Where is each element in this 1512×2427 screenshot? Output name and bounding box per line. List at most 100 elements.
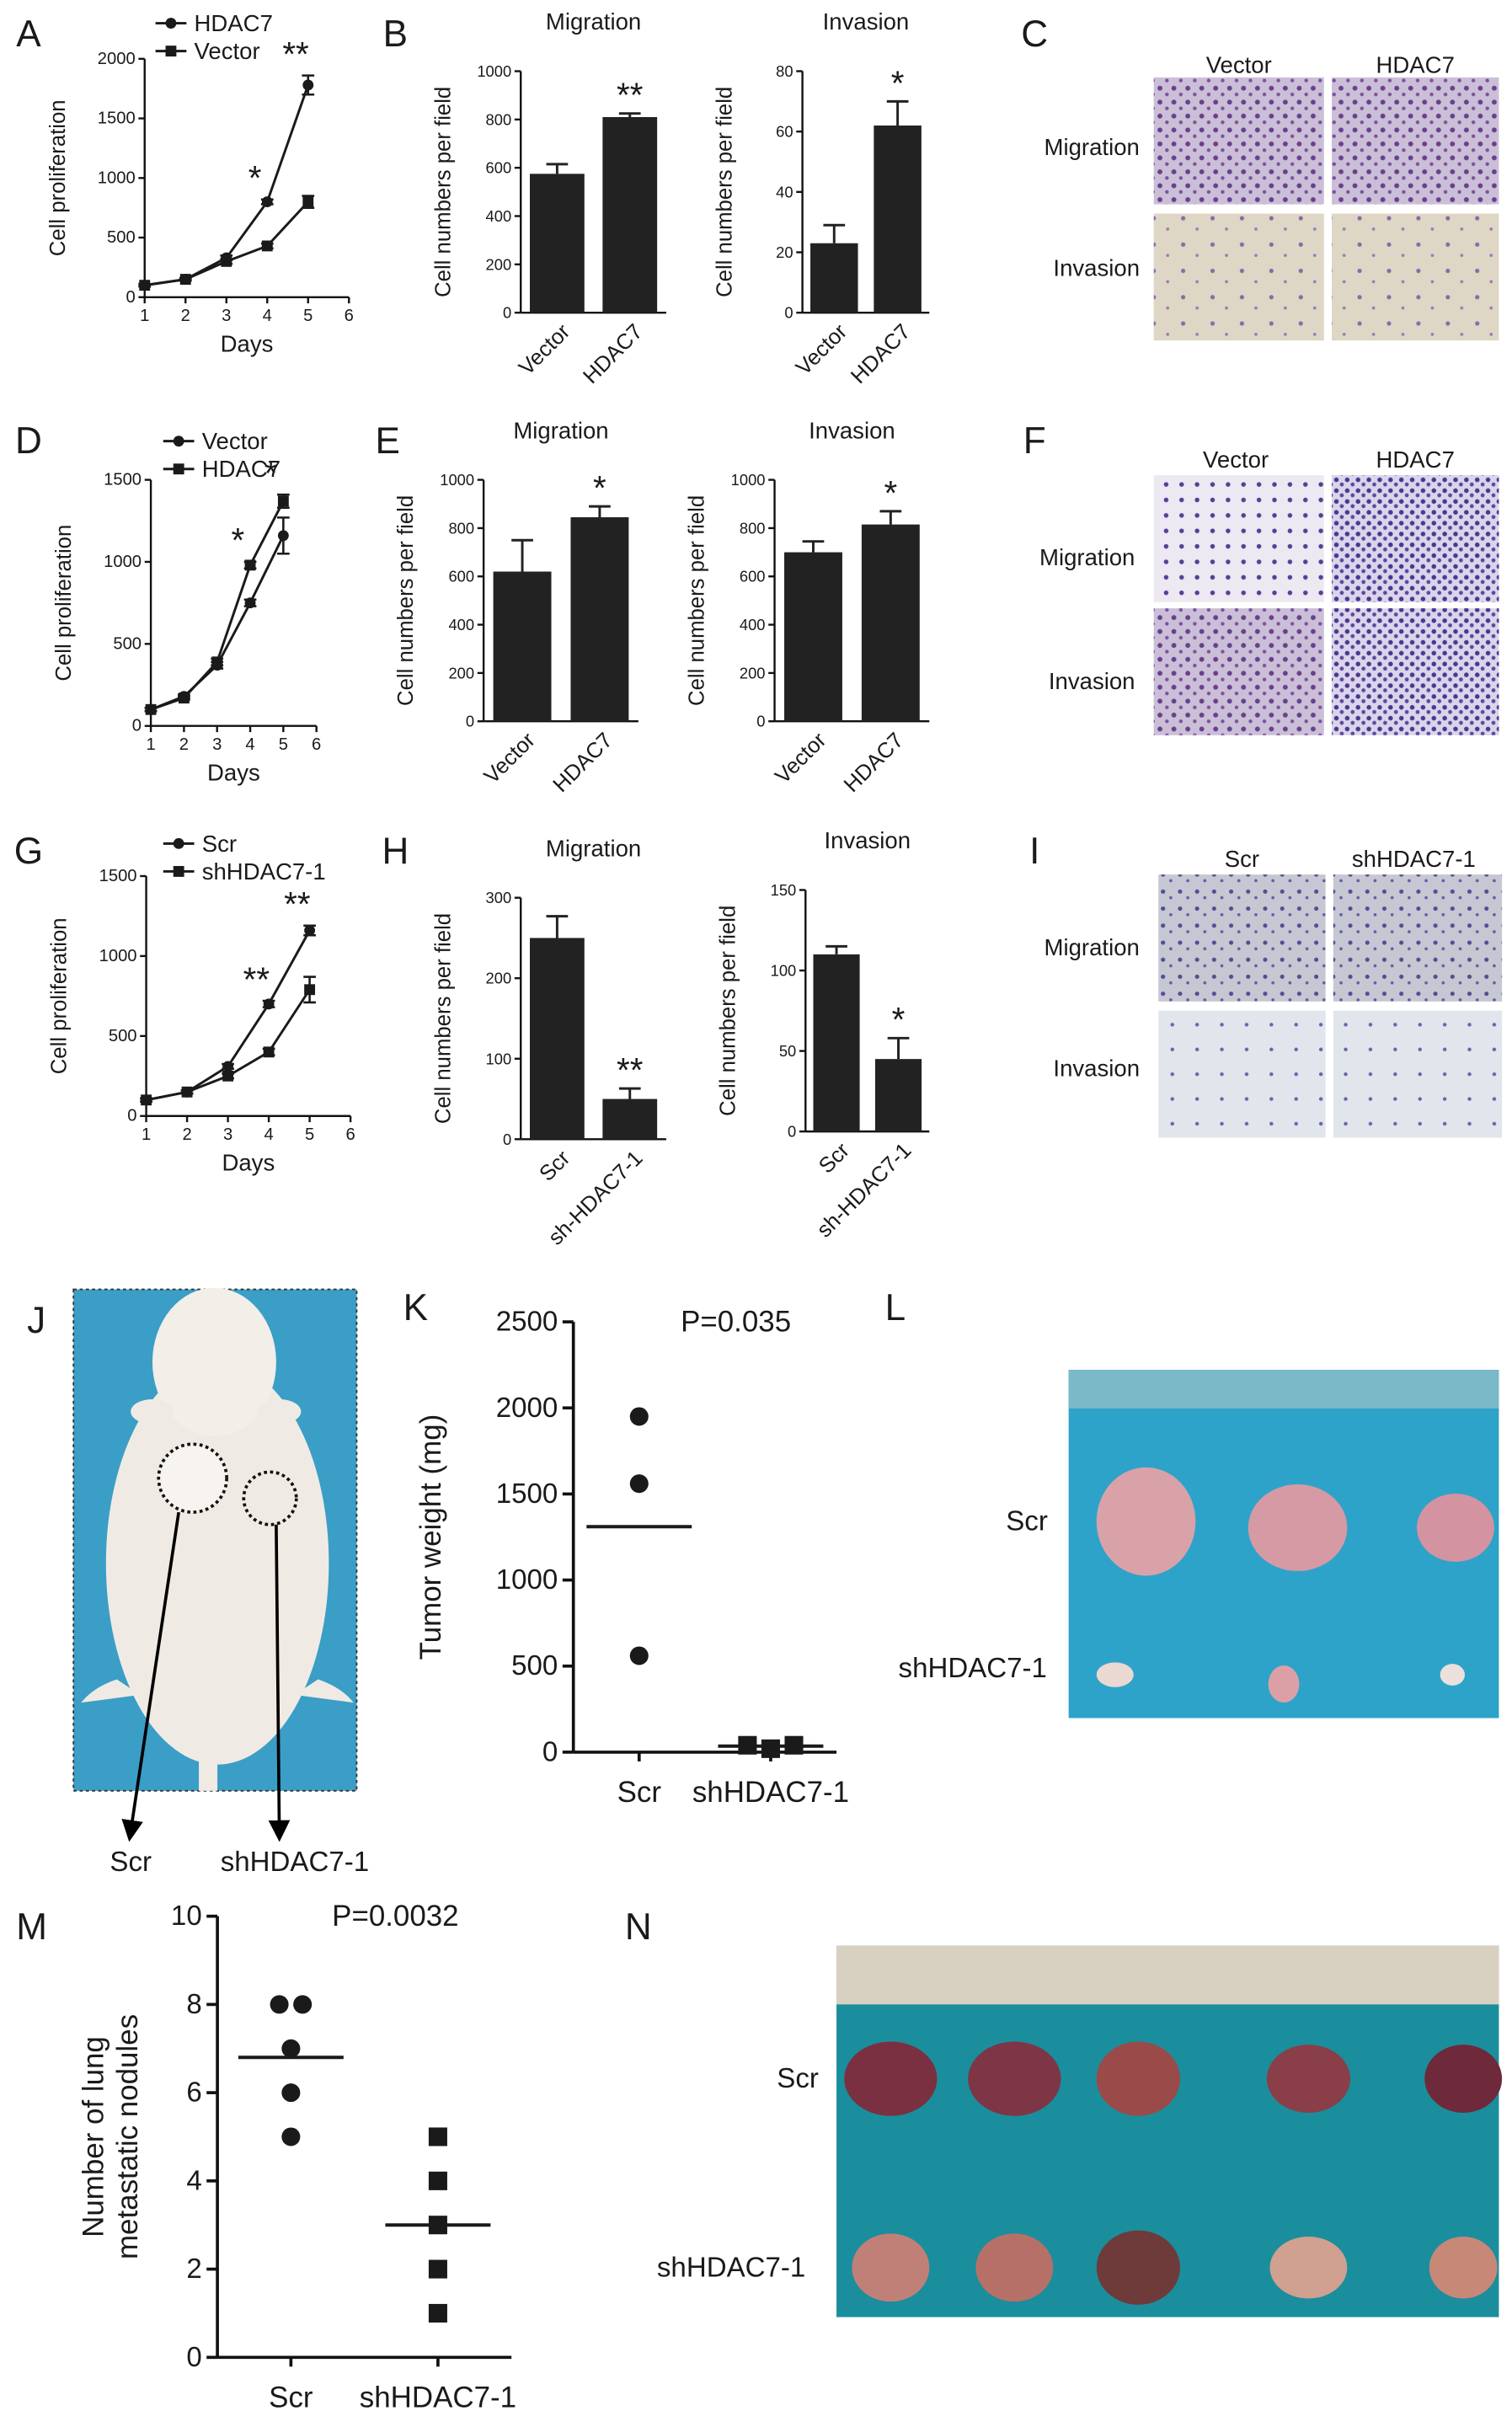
- photo-row-label: Migration: [1045, 934, 1140, 960]
- y-tick-label: 200: [486, 255, 512, 273]
- x-tick-label: 6: [345, 1125, 355, 1144]
- photo-row-label: Invasion: [1053, 1055, 1140, 1081]
- series-line: [150, 500, 285, 711]
- y-tick-label: 0: [503, 1131, 511, 1148]
- y-tick-label: 500: [113, 634, 142, 653]
- bar: [874, 1059, 922, 1132]
- y-tick-label: 0: [503, 304, 511, 322]
- y-tick-label: 0: [186, 2342, 201, 2373]
- y-axis-label: Cell numbers per field: [431, 87, 455, 297]
- annotation: **: [617, 76, 644, 115]
- x-tick-label: 6: [312, 735, 321, 754]
- marker: [281, 2083, 301, 2103]
- chart-title: Invasion: [824, 827, 911, 853]
- annotation: *: [884, 473, 897, 512]
- marker: [629, 1407, 649, 1426]
- x-tick-label: 2: [181, 307, 190, 325]
- legend-marker: [173, 463, 184, 475]
- y-tick-label: 800: [486, 110, 512, 128]
- lung-photo: [836, 1945, 1503, 2317]
- bar: [602, 116, 658, 313]
- y-tick-label: 2000: [98, 50, 136, 68]
- y-tick-label: 40: [776, 183, 793, 200]
- annotation: **: [282, 35, 309, 73]
- bar: [874, 126, 922, 313]
- y-tick-label: 300: [486, 889, 512, 906]
- photo-column-label: Vector: [1206, 52, 1272, 78]
- y-tick-label: 2: [186, 2253, 201, 2285]
- marker: [178, 692, 190, 704]
- annotation: *: [892, 1000, 906, 1039]
- y-tick-label: 1000: [99, 947, 137, 965]
- y-axis-label: Cell numbers per field: [431, 913, 455, 1124]
- marker: [428, 2303, 447, 2323]
- panel-label: L: [885, 1287, 906, 1328]
- y-tick-label: 0: [132, 717, 142, 735]
- photo-column-label: HDAC7: [1376, 52, 1455, 78]
- x-axis-label: Days: [222, 1149, 275, 1175]
- photo-label: shHDAC7-1: [221, 1847, 369, 1878]
- y-tick-label: 800: [448, 519, 474, 537]
- error-bar: [511, 538, 533, 572]
- y-axis-label: Cell proliferation: [52, 525, 76, 682]
- x-tick-label: Vector: [792, 319, 852, 380]
- photo: [1333, 874, 1503, 1002]
- y-tick-label: 0: [542, 1736, 558, 1767]
- y-tick-label: 1000: [104, 553, 142, 571]
- photo-row-label: Invasion: [1049, 668, 1135, 694]
- x-tick-label: shHDAC7-1: [692, 1776, 849, 1809]
- marker: [281, 2039, 301, 2058]
- x-tick-label: 4: [263, 307, 272, 325]
- marker: [277, 530, 289, 542]
- photo: [1153, 77, 1324, 205]
- y-tick-label: 1000: [731, 471, 766, 489]
- y-tick-label: 400: [448, 616, 474, 633]
- y-tick-label: 500: [511, 1650, 558, 1681]
- y-axis-label: Cell proliferation: [48, 917, 72, 1074]
- y-tick-label: 100: [771, 962, 797, 980]
- y-tick-label: 800: [740, 519, 766, 537]
- marker: [244, 559, 256, 571]
- legend-label: Vector: [202, 428, 268, 454]
- photo-row-label: shHDAC7-1: [657, 2252, 805, 2283]
- photo-label: Scr: [110, 1847, 152, 1878]
- panel-label: B: [383, 13, 408, 55]
- panel-label: M: [16, 1906, 47, 1948]
- x-tick-label: 1: [142, 1125, 151, 1144]
- error-bar: [618, 1087, 641, 1099]
- marker: [222, 1070, 234, 1082]
- y-tick-label: 60: [776, 123, 793, 141]
- x-tick-label: 5: [303, 307, 313, 325]
- x-tick-label: shHDAC7-1: [360, 2382, 516, 2414]
- y-tick-label: 600: [448, 568, 474, 585]
- error-bar: [589, 505, 611, 518]
- marker: [211, 656, 223, 668]
- x-tick-label: HDAC7: [579, 320, 647, 388]
- y-tick-label: 6: [186, 2077, 201, 2109]
- y-tick-label: 8: [186, 1989, 201, 2020]
- bar: [784, 552, 842, 722]
- y-axis-label: Cell numbers per field: [686, 495, 709, 706]
- x-tick-label: 3: [223, 1125, 232, 1144]
- panel-label: D: [15, 420, 42, 462]
- legend-label: HDAC7: [202, 456, 280, 482]
- marker: [141, 1094, 152, 1106]
- panel-label: K: [403, 1287, 428, 1328]
- marker: [302, 79, 314, 91]
- y-tick-label: 0: [126, 288, 135, 307]
- x-tick-label: Vector: [771, 728, 831, 789]
- marker: [221, 255, 232, 267]
- legend-label: HDAC7: [195, 10, 273, 36]
- bar: [530, 174, 585, 313]
- photo-column-label: Vector: [1203, 446, 1269, 473]
- y-tick-label: 1000: [496, 1564, 558, 1596]
- error-bar: [879, 510, 902, 525]
- annotation: P=0.035: [681, 1306, 791, 1339]
- chart-title: Invasion: [823, 8, 910, 35]
- y-axis-label: Cell numbers per field: [716, 906, 740, 1116]
- legend-label: shHDAC7-1: [202, 858, 326, 885]
- chart-title: Migration: [546, 835, 641, 861]
- x-tick-label: 1: [140, 307, 149, 325]
- marker: [277, 495, 289, 507]
